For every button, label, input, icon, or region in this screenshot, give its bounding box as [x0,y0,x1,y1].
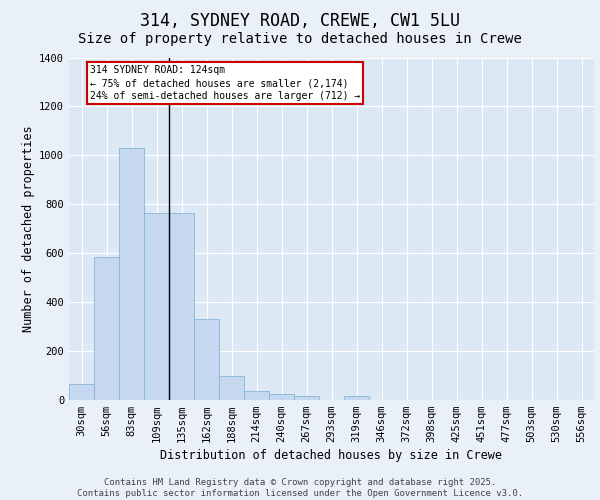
Text: Contains HM Land Registry data © Crown copyright and database right 2025.
Contai: Contains HM Land Registry data © Crown c… [77,478,523,498]
Bar [344,396,369,400]
Bar [219,376,244,400]
X-axis label: Distribution of detached houses by size in Crewe: Distribution of detached houses by size … [161,450,503,462]
Bar [144,213,169,400]
Text: 314 SYDNEY ROAD: 124sqm
← 75% of detached houses are smaller (2,174)
24% of semi: 314 SYDNEY ROAD: 124sqm ← 75% of detache… [90,65,361,101]
Bar [94,257,119,400]
Bar [244,390,269,400]
Bar [294,396,319,400]
Text: Size of property relative to detached houses in Crewe: Size of property relative to detached ho… [78,32,522,46]
Bar [269,394,294,400]
Bar [69,384,94,400]
Y-axis label: Number of detached properties: Number of detached properties [22,126,35,332]
Bar [119,148,144,400]
Text: 314, SYDNEY ROAD, CREWE, CW1 5LU: 314, SYDNEY ROAD, CREWE, CW1 5LU [140,12,460,30]
Bar [194,320,219,400]
Bar [169,213,194,400]
